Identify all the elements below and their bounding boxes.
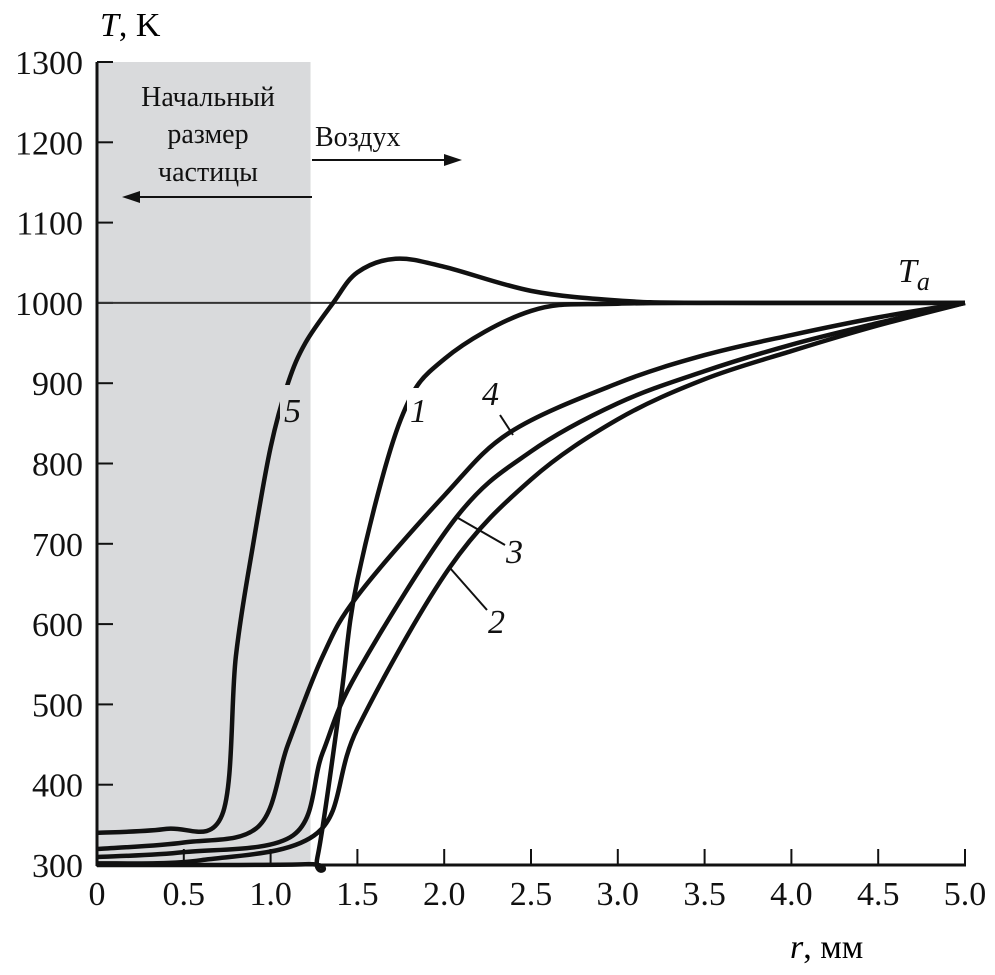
x-tick-label: 3.5 — [683, 876, 726, 913]
x-tick-label: 2.5 — [510, 876, 553, 913]
x-axis-label: r, мм — [790, 929, 863, 966]
y-tick-label: 300 — [32, 848, 83, 885]
ta-label: Ta — [898, 253, 930, 296]
x-tick-label: 4.5 — [857, 876, 900, 913]
y-axis-label: T, K — [100, 7, 161, 44]
x-tick-label: 4.0 — [770, 876, 813, 913]
y-tick-label: 700 — [32, 527, 83, 564]
leader-3 — [457, 517, 506, 546]
x-tick-label: 3.0 — [597, 876, 640, 913]
leader-4 — [499, 414, 514, 436]
shaded-label-line-3: частицы — [158, 157, 258, 188]
x-tick-label: 2.0 — [423, 876, 466, 913]
y-tick-label: 1100 — [16, 206, 83, 243]
series-label-5: 5 — [284, 393, 301, 430]
shaded-label-line-1: Начальный — [141, 82, 275, 113]
y-tick-label: 800 — [32, 447, 83, 484]
y-tick-label: 500 — [32, 687, 83, 724]
arrow-left-head — [122, 191, 140, 203]
x-tick-label: 1.0 — [249, 876, 292, 913]
y-tick-label: 900 — [32, 366, 83, 403]
y-tick-label: 1300 — [15, 45, 83, 82]
shaded-label-line-2: размер — [167, 119, 248, 150]
x-tick-label: 0.5 — [163, 876, 206, 913]
air-label: Воздух — [315, 122, 400, 153]
x-tick-label: 5.0 — [944, 876, 987, 913]
y-tick-label: 600 — [32, 607, 83, 644]
series-line-5 — [96, 256, 966, 836]
x-tick-label: 0 — [89, 876, 106, 913]
series-line-2 — [96, 300, 966, 866]
series-label-4: 4 — [482, 376, 499, 413]
y-tick-label: 1200 — [15, 125, 83, 162]
series-label-3: 3 — [505, 534, 523, 571]
series-label-1: 1 — [410, 393, 427, 430]
series-line-4 — [96, 300, 966, 852]
y-tick-label: 400 — [32, 768, 83, 805]
arrow-right-head — [444, 154, 462, 166]
series-label-2: 2 — [488, 604, 505, 641]
series-line-3 — [96, 300, 966, 860]
x-tick-label: 1.5 — [336, 876, 379, 913]
y-tick-label: 1000 — [15, 286, 83, 323]
leader-2 — [449, 567, 488, 611]
